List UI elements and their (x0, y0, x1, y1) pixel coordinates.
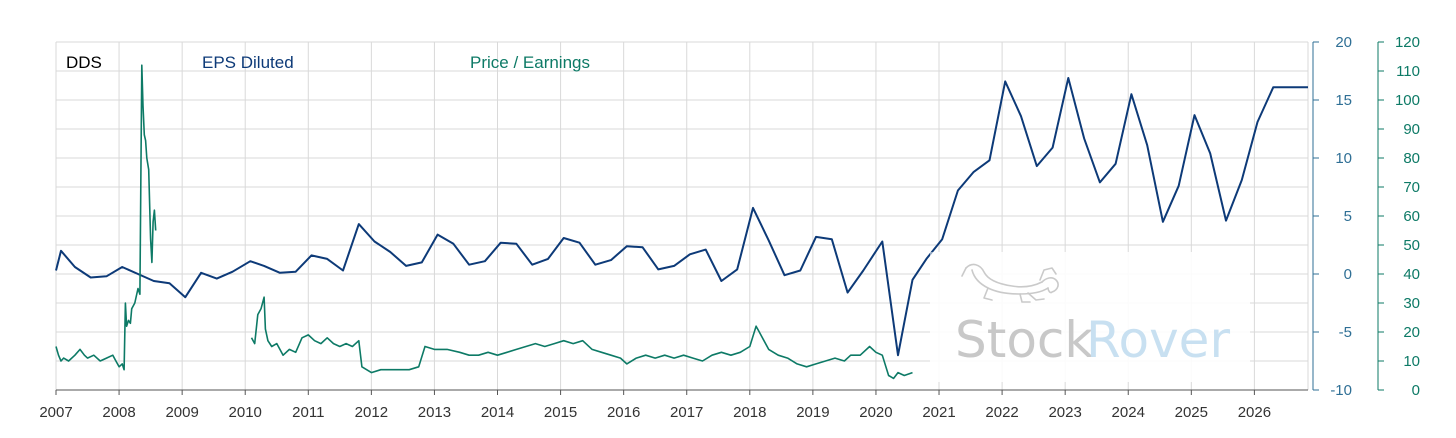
x-tick-label: 2020 (859, 404, 892, 421)
left-y-tick-label: 5 (1344, 208, 1352, 225)
x-tick-label: 2019 (796, 404, 829, 421)
eps-diluted-line (55, 77, 1308, 357)
x-tick-label: 2023 (1048, 404, 1081, 421)
watermark-overlay (930, 252, 1250, 382)
right-y-tick-label: 10 (1403, 353, 1420, 370)
x-tick-label: 2007 (39, 404, 72, 421)
x-tick-label: 2016 (607, 404, 640, 421)
x-tick-label: 2022 (985, 404, 1018, 421)
legend: DDS EPS Diluted Price / Earnings (66, 53, 590, 72)
right-y-tick-label: 80 (1403, 150, 1420, 167)
x-tick-label: 2009 (165, 404, 198, 421)
left-y-tick-label: 20 (1335, 34, 1352, 51)
right-y-tick-label: 70 (1403, 179, 1420, 196)
left-y-tick-label: -5 (1339, 324, 1352, 341)
x-tick-label: 2015 (544, 404, 577, 421)
right-y-tick-label: 0 (1412, 382, 1420, 399)
x-tick-label: 2010 (229, 404, 262, 421)
series-layer (55, 64, 1308, 380)
x-tick-label: 2011 (292, 404, 324, 421)
right-y-tick-label: 30 (1403, 295, 1420, 312)
right-y-tick-label: 50 (1403, 237, 1420, 254)
left-y-tick-label: 10 (1335, 150, 1352, 167)
left-y-tick-label: -10 (1330, 382, 1352, 399)
left-y-axis-ticks: 20 15 10 5 0 -5 -10 (1313, 34, 1352, 399)
x-tick-label: 2013 (418, 404, 451, 421)
x-tick-label: 2026 (1238, 404, 1271, 421)
x-tick-label: 2018 (733, 404, 766, 421)
x-tick-label: 2024 (1112, 404, 1145, 421)
right-y-tick-label: 110 (1396, 63, 1420, 80)
grid (55, 41, 1309, 391)
right-y-tick-label: 90 (1403, 121, 1420, 138)
right-y-tick-label: 100 (1395, 92, 1420, 109)
ticker-label: DDS (66, 53, 102, 72)
x-tick-label: 2008 (102, 404, 135, 421)
legend-price-earnings: Price / Earnings (470, 53, 590, 72)
legend-eps-diluted: EPS Diluted (202, 53, 294, 72)
price-earnings-line (250, 296, 913, 380)
right-y-tick-label: 60 (1403, 208, 1420, 225)
x-tick-label: 2021 (922, 404, 955, 421)
x-axis-ticks: 2007 2008 2009 2010 2011 2012 2013 2014 2015 2016… (39, 390, 1271, 421)
x-tick-label: 2025 (1175, 404, 1208, 421)
right-y-tick-label: 20 (1403, 324, 1420, 341)
price-earnings-line (55, 64, 157, 371)
left-y-tick-label: 0 (1344, 266, 1352, 283)
x-tick-label: 2017 (670, 404, 703, 421)
right-y-tick-label: 120 (1395, 34, 1420, 51)
right-y-tick-label: 40 (1403, 266, 1420, 283)
left-y-tick-label: 15 (1335, 92, 1352, 109)
x-tick-label: 2014 (481, 404, 514, 421)
x-tick-label: 2012 (355, 404, 388, 421)
